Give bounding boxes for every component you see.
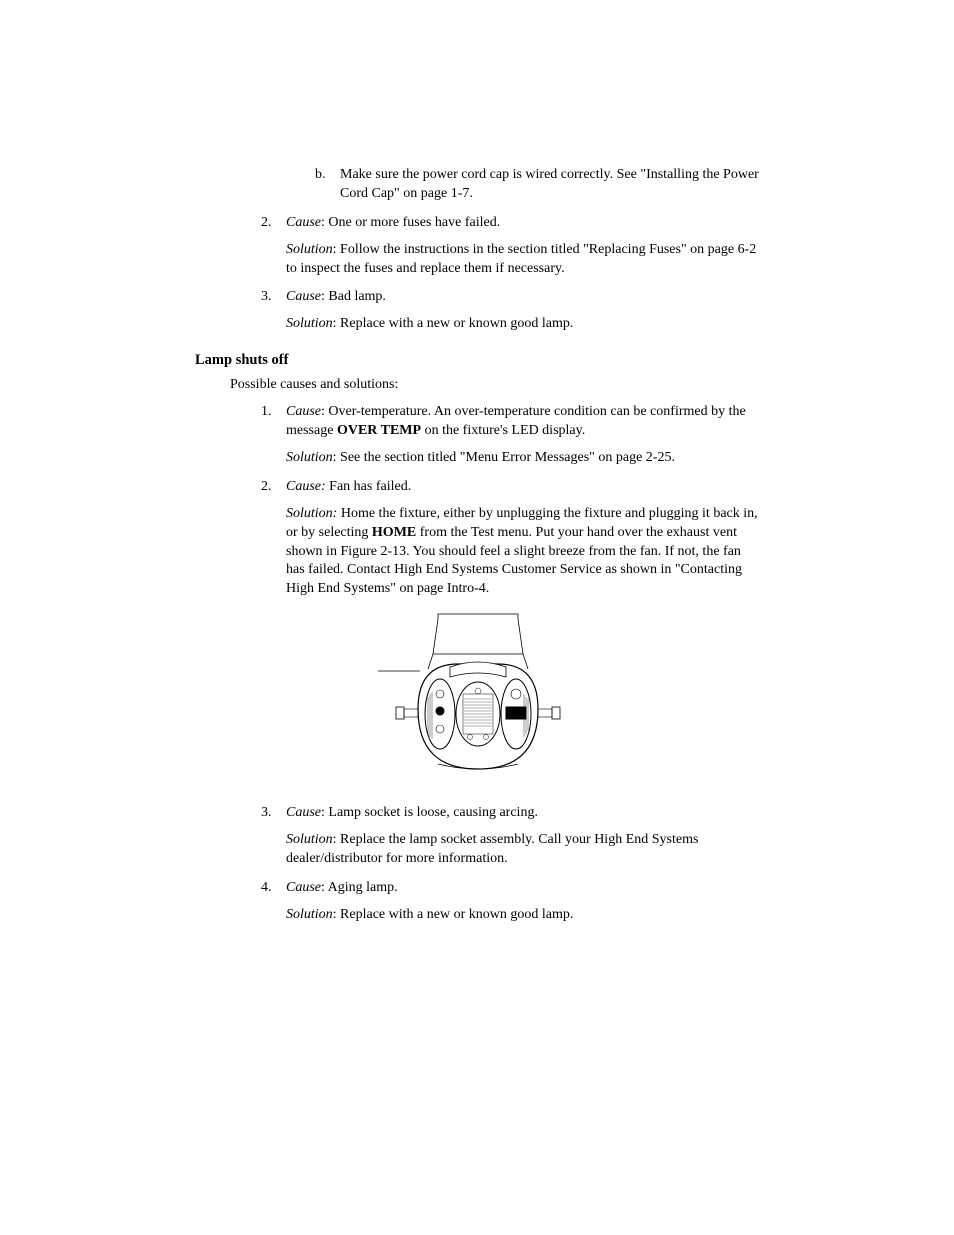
lamp-item-3: 3.Cause: Lamp socket is loose, causing a… (261, 804, 760, 823)
figure-container (195, 609, 760, 789)
lamp-item-3-solution: Solution: Replace the lamp socket assemb… (286, 831, 760, 869)
cause-text-after: on the fixture's LED display. (421, 423, 585, 438)
solution-text: : See the section titled "Menu Error Mes… (333, 450, 675, 465)
solution-text: : Follow the instructions in the section… (286, 242, 756, 276)
cause-text: : Aging lamp. (321, 880, 398, 895)
solution-label: Solution: (286, 506, 337, 521)
item-3-solution: Solution: Replace with a new or known go… (286, 315, 760, 334)
lamp-item-4-cause: Cause: Aging lamp. (286, 879, 760, 898)
cause-label: Cause (286, 805, 321, 820)
solution-text: : Replace the lamp socket assembly. Call… (286, 832, 698, 866)
solution-label: Solution (286, 242, 333, 257)
lamp-item-1-solution: Solution: See the section titled "Menu E… (286, 449, 760, 468)
item-2-cause: Cause: One or more fuses have failed. (286, 214, 760, 233)
solution-label: Solution (286, 450, 333, 465)
fixture-diagram-icon (378, 609, 578, 784)
marker-4: 4. (261, 879, 286, 898)
item-3-cause: Cause: Bad lamp. (286, 288, 760, 307)
marker-2: 2. (261, 214, 286, 233)
cause-label: Cause (286, 404, 321, 419)
marker-1: 1. (261, 403, 286, 422)
cause-label: Cause (286, 880, 321, 895)
item-2: 2.Cause: One or more fuses have failed. (261, 214, 760, 233)
lamp-item-4: 4.Cause: Aging lamp. (261, 879, 760, 898)
item-3: 3.Cause: Bad lamp. (261, 288, 760, 307)
lamp-item-1: 1.Cause: Over-temperature. An over-tempe… (261, 403, 760, 441)
cause-text: : Bad lamp. (321, 289, 386, 304)
cause-label: Cause (286, 289, 321, 304)
home-text: HOME (372, 525, 416, 540)
cause-label: Cause: (286, 479, 326, 494)
lamp-item-2-solution: Solution: Home the fixture, either by un… (286, 505, 760, 599)
marker-3: 3. (261, 288, 286, 307)
solution-label: Solution (286, 316, 333, 331)
item-b-text: Make sure the power cord cap is wired co… (340, 166, 760, 204)
solution-text: : Replace with a new or known good lamp. (333, 316, 574, 331)
intro-text: Possible causes and solutions: (230, 377, 760, 393)
section-heading: Lamp shuts off (195, 352, 760, 369)
lamp-item-2-cause: Cause: Fan has failed. (286, 478, 760, 497)
lamp-item-4-solution: Solution: Replace with a new or known go… (286, 906, 760, 925)
sub-item-b: b.Make sure the power cord cap is wired … (315, 166, 760, 204)
cause-label: Cause (286, 215, 321, 230)
lamp-item-3-cause: Cause: Lamp socket is loose, causing arc… (286, 804, 760, 823)
solution-label: Solution (286, 832, 333, 847)
cause-text: Fan has failed. (326, 479, 412, 494)
lamp-item-1-cause: Cause: Over-temperature. An over-tempera… (286, 403, 760, 441)
marker-b: b. (315, 166, 340, 185)
item-2-solution: Solution: Follow the instructions in the… (286, 241, 760, 279)
page-content: b.Make sure the power cord cap is wired … (195, 166, 760, 925)
cause-text: : One or more fuses have failed. (321, 215, 500, 230)
solution-label: Solution (286, 907, 333, 922)
over-temp: OVER TEMP (337, 423, 421, 438)
lamp-item-2: 2.Cause: Fan has failed. (261, 478, 760, 497)
solution-text: : Replace with a new or known good lamp. (333, 907, 574, 922)
cause-text: : Lamp socket is loose, causing arcing. (321, 805, 538, 820)
marker-2: 2. (261, 478, 286, 497)
marker-3: 3. (261, 804, 286, 823)
